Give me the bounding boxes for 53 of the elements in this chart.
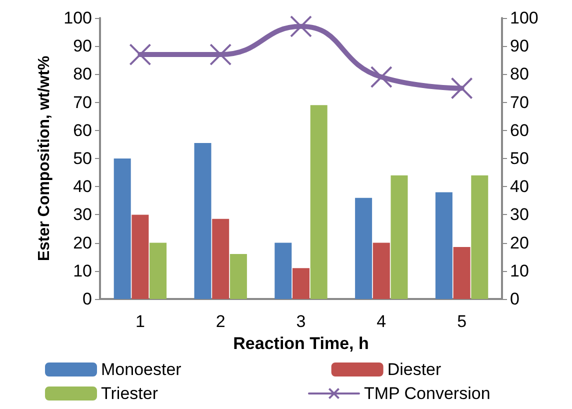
- legend-label: Monoester: [101, 360, 182, 379]
- y-tick-label: 100: [64, 8, 92, 28]
- y-axis-title: Ester Composition, wt/wt%: [36, 56, 54, 262]
- bar: [194, 143, 212, 299]
- point: [370, 66, 392, 88]
- point: [450, 77, 473, 100]
- bar: [150, 242, 167, 299]
- x-axis-title: Reaction Time, h: [233, 334, 369, 353]
- y2-tick-label: 20: [510, 233, 529, 252]
- x-tick-label: 4: [376, 312, 386, 331]
- y-tick-label: 40: [73, 177, 92, 196]
- bar: [372, 242, 390, 299]
- bar: [355, 198, 372, 299]
- bar: [310, 105, 328, 299]
- x-tick-label: 1: [135, 312, 145, 331]
- y2-tick-label: 60: [510, 120, 529, 140]
- y-tick-label: 30: [73, 205, 92, 224]
- legend-label: Triester: [101, 384, 158, 403]
- bar: [212, 218, 230, 299]
- y-tick-label: 60: [73, 120, 92, 140]
- y-tick-label: 80: [73, 64, 92, 84]
- x-tick-label: 2: [216, 312, 226, 331]
- bar: [390, 175, 408, 299]
- y2-tick-label: 70: [510, 92, 529, 112]
- y2-tick-label: 80: [510, 64, 529, 84]
- point: [129, 44, 152, 66]
- y-tick-label: 70: [73, 92, 92, 112]
- y2-tick-label: 100: [510, 8, 538, 28]
- bar: [114, 158, 131, 299]
- bar: [274, 242, 292, 299]
- legend-label: TMP Conversion: [364, 384, 490, 403]
- y2-tick-label: 0: [510, 290, 520, 308]
- bar: [435, 192, 452, 299]
- point: [290, 15, 312, 38]
- legend-label: Diester: [387, 360, 442, 379]
- point: [210, 44, 232, 66]
- y-tick-label: 0: [82, 290, 92, 308]
- x-tick-label: 5: [457, 312, 467, 331]
- y2-tick-label: 50: [510, 149, 529, 168]
- x-tick-label: 3: [296, 312, 306, 331]
- bar: [453, 247, 470, 299]
- bar: [132, 214, 149, 299]
- y2-tick-label: 10: [510, 261, 529, 280]
- y-tick-label: 50: [73, 149, 92, 168]
- y2-tick-label: 40: [510, 177, 529, 196]
- bar: [292, 268, 310, 299]
- bar: [471, 175, 488, 299]
- y2-tick-label: 30: [510, 205, 529, 224]
- y-tick-label: 10: [73, 261, 92, 280]
- y2-tick-label: 90: [510, 36, 529, 56]
- bar: [230, 254, 247, 299]
- y-tick-label: 90: [73, 36, 92, 56]
- y-tick-label: 20: [73, 233, 92, 252]
